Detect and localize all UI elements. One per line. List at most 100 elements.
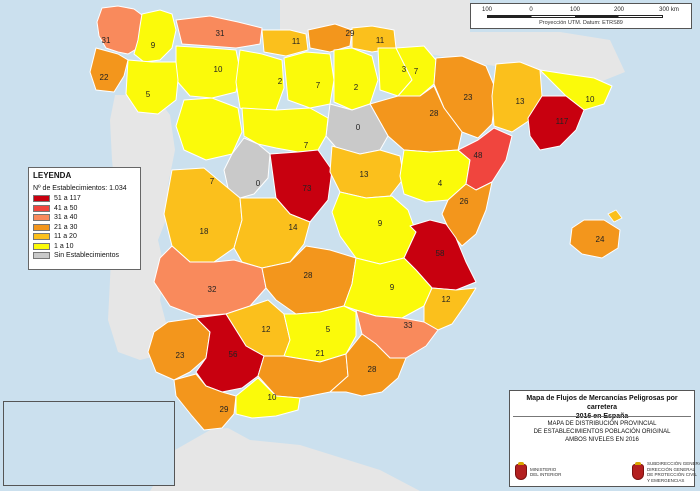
- province-region: [175, 15, 263, 49]
- scale-tick: 0: [529, 7, 533, 13]
- legend-row: 51 a 117: [33, 194, 136, 204]
- province-count-label: 11: [376, 36, 385, 45]
- province-count-label: 13: [360, 170, 369, 179]
- legend-row: Sin Establecimientos: [33, 251, 136, 261]
- scale-ticks: 100 0 100 200 300 km: [477, 7, 683, 15]
- legend-label: Sin Establecimientos: [54, 252, 119, 260]
- scale-bar: 100 0 100 200 300 km Proyección UTM. Dat…: [470, 3, 692, 29]
- scale-tick: 200: [613, 7, 625, 13]
- ministry-name: MINISTERIO DEL INTERIOR: [530, 466, 562, 478]
- province-region: [283, 51, 335, 109]
- province-count-label: 9: [151, 41, 156, 50]
- province-count-label: 10: [586, 95, 595, 104]
- legend-label: 31 a 40: [54, 214, 78, 222]
- province-region: [369, 85, 463, 153]
- province-region: [195, 313, 265, 393]
- scale-line: [487, 15, 663, 18]
- province-count-label: 24: [596, 235, 605, 244]
- province-region: [457, 127, 513, 191]
- province-region: [441, 181, 493, 247]
- legend-swatch: [33, 195, 50, 203]
- province-count-label: 9: [378, 219, 383, 228]
- province-count-label: 0: [356, 123, 361, 132]
- coat-of-arms-icon: [515, 462, 527, 480]
- province-count-label: 0: [256, 179, 261, 188]
- legend-label: 1 a 10: [54, 242, 74, 250]
- legend-row: 21 a 30: [33, 223, 136, 233]
- map-subtitle: MAPA DE DISTRIBUCIÓN PROVINCIAL DE ESTAB…: [533, 421, 671, 443]
- province-region: [329, 145, 405, 199]
- legend-row: 11 a 20: [33, 232, 136, 242]
- province-count-label: 117: [556, 117, 569, 126]
- legend: LEYENDA Nº de Establecimientos: 1.034 51…: [28, 167, 141, 270]
- province-count-label: 28: [304, 271, 313, 280]
- province-count-label: 56: [229, 350, 238, 359]
- province-region: [96, 5, 147, 55]
- province-region: [343, 257, 433, 319]
- province-region: [89, 47, 129, 93]
- province-region: [133, 9, 177, 63]
- panel-divider: [513, 416, 691, 417]
- province-region: [527, 95, 585, 151]
- province-region: [569, 219, 621, 259]
- province-count-label: 31: [102, 36, 111, 45]
- province-count-label: 29: [220, 405, 229, 414]
- province-count-label: 48: [474, 151, 483, 160]
- province-count-label: 21: [316, 349, 325, 358]
- province-count-label: 10: [268, 393, 277, 402]
- legend-swatch: [33, 242, 50, 250]
- province-count-label: 31: [216, 29, 225, 38]
- civil-protection-logo: SUBDIRECCIÓN GENERAL DIRECCIÓN GENERAL D…: [632, 461, 700, 483]
- province-region: [333, 47, 379, 111]
- province-region: [175, 97, 243, 161]
- province-count-label: 14: [289, 223, 298, 232]
- scale-tick: 100: [481, 7, 493, 13]
- legend-row: 1 a 10: [33, 242, 136, 252]
- province-region: [125, 59, 179, 115]
- title-panel: Mapa de Flujos de Mercancías Peligrosas …: [509, 390, 700, 487]
- legend-label: 51 a 117: [54, 195, 81, 203]
- scale-tick: 100: [569, 7, 581, 13]
- island-region: [607, 209, 623, 223]
- portugal-land: [108, 95, 175, 360]
- province-count-label: 13: [516, 97, 525, 106]
- legend-swatch: [33, 204, 50, 212]
- province-region: [173, 373, 237, 431]
- legend-count: Nº de Establecimientos: 1.034: [33, 185, 127, 192]
- morocco-land: [150, 428, 420, 491]
- province-region: [261, 29, 309, 57]
- ministry-logo: MINISTERIO DEL INTERIOR: [515, 462, 561, 482]
- province-count-label: 2: [278, 77, 283, 86]
- canary-islands-inset: [3, 401, 175, 486]
- province-count-label: 7: [210, 177, 215, 186]
- province-count-label: 26: [460, 197, 469, 206]
- legend-title: LEYENDA: [33, 171, 72, 180]
- coat-of-arms-icon: [632, 462, 644, 480]
- legend-row: 41 a 50: [33, 204, 136, 214]
- province-count-label: 3: [402, 65, 407, 74]
- province-count-label: 28: [430, 109, 439, 118]
- province-count-label: 32: [208, 285, 217, 294]
- province-count-label: 18: [200, 227, 209, 236]
- legend-row: 31 a 40: [33, 213, 136, 223]
- province-count-label: 7: [304, 141, 309, 150]
- province-count-label: 2: [354, 83, 359, 92]
- province-count-label: 29: [346, 29, 355, 38]
- province-count-label: 33: [404, 321, 413, 330]
- province-count-label: 11: [292, 37, 301, 46]
- province-count-label: 10: [214, 65, 223, 74]
- province-region: [147, 317, 211, 381]
- province-count-label: 12: [442, 295, 451, 304]
- province-count-label: 4: [438, 179, 443, 188]
- province-count-label: 9: [390, 283, 395, 292]
- province-region: [223, 137, 271, 199]
- province-count-label: 12: [262, 325, 271, 334]
- legend-swatch: [33, 223, 50, 231]
- province-count-label: 23: [176, 351, 185, 360]
- province-count-label: 7: [414, 67, 419, 76]
- province-region: [175, 45, 241, 99]
- legend-swatch: [33, 233, 50, 241]
- province-region: [329, 333, 407, 397]
